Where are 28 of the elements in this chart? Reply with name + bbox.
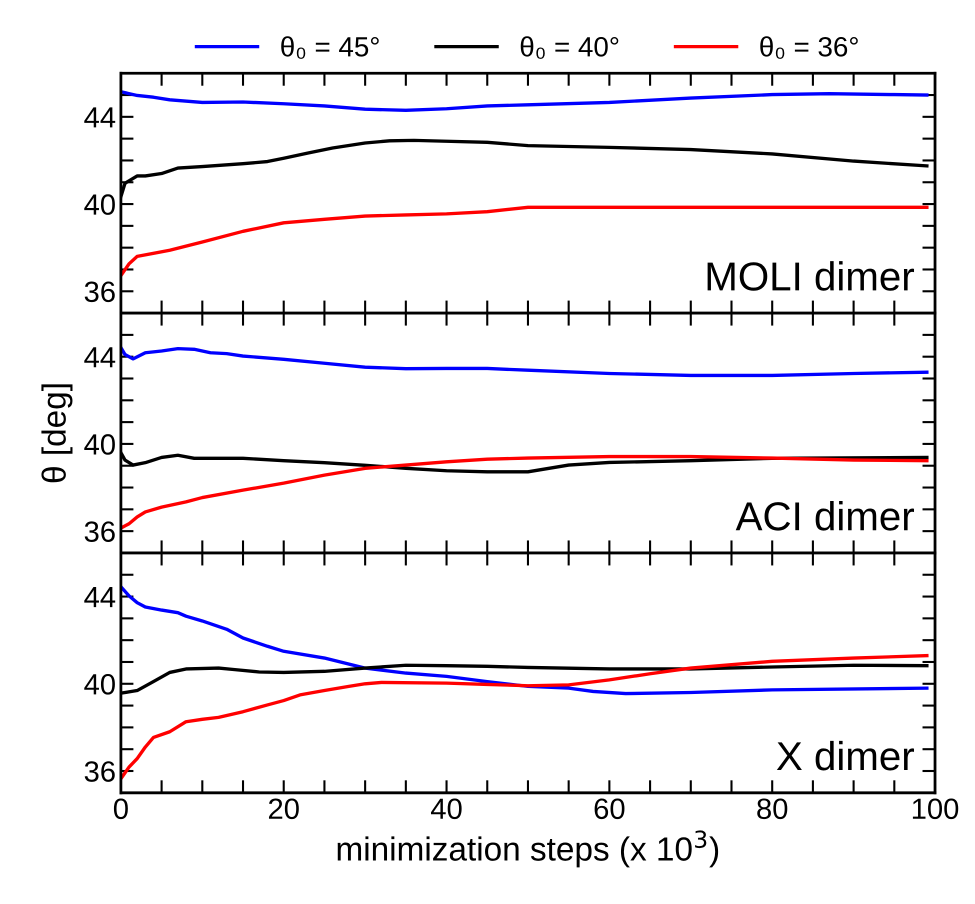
line-series	[120, 90, 929, 112]
line-series	[120, 454, 929, 530]
x-axis-title: minimization steps (x 10$^{3}$)	[338, 830, 718, 868]
x-tick-label: 100	[912, 798, 958, 820]
y-tick-label: 40	[84, 434, 115, 455]
x-tick-label: 60	[594, 798, 624, 820]
annotation: ACI dimer	[736, 501, 914, 531]
y-tick-label: 44	[84, 587, 116, 608]
y-tick-label: 36	[84, 761, 115, 782]
annotation: MOLI dimer	[708, 261, 914, 291]
y-tick-label: 36	[84, 521, 115, 542]
line-series	[120, 346, 929, 378]
y-tick-label: 36	[84, 281, 115, 302]
line-series	[120, 585, 929, 696]
legend-label: θ₀ = 36°	[760, 36, 858, 59]
y-tick-label: 44	[84, 107, 116, 128]
y-tick-label: 40	[84, 674, 115, 695]
y-tick-label: 40	[84, 194, 115, 215]
x-tick-label: 0	[114, 798, 128, 820]
y-tick-label: 44	[84, 347, 116, 368]
x-tick-label: 80	[757, 798, 788, 820]
legend-label: θ₀ = 45°	[281, 36, 379, 59]
x-tick-label: 20	[268, 798, 299, 820]
line-series	[120, 654, 929, 780]
x-tick-label: 40	[431, 798, 462, 820]
annotation: X dimer	[776, 740, 914, 770]
legend-label: θ₀ = 40°	[520, 36, 618, 59]
y-axis-title: θ [deg]	[41, 384, 72, 482]
